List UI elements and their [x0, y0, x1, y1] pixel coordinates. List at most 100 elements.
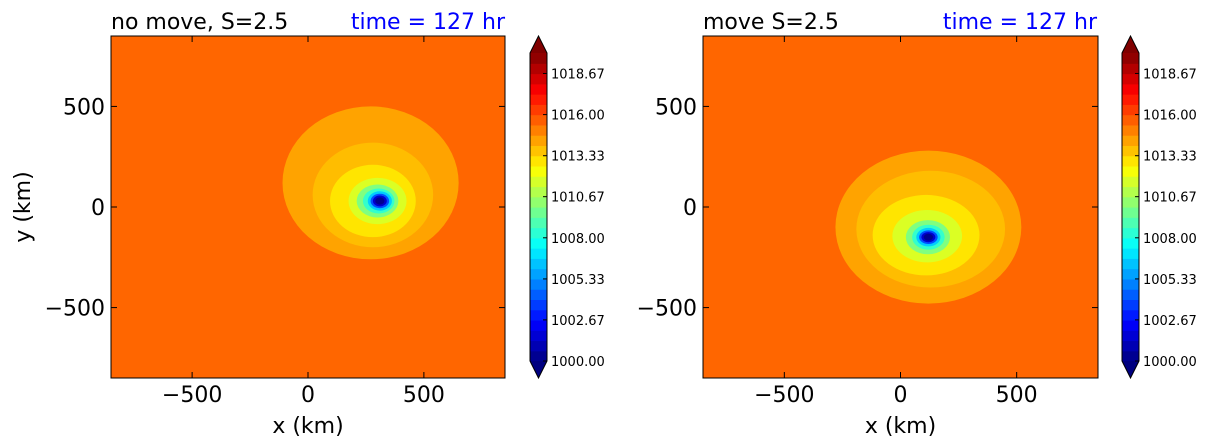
- colorbar-band: [1122, 217, 1139, 229]
- colorbar-tick-label: 1010.67: [551, 191, 605, 206]
- colorbar-band: [530, 299, 547, 311]
- pressure-field: [111, 36, 505, 378]
- colorbar-band: [530, 340, 547, 352]
- x-tick-label: −500: [754, 383, 814, 408]
- colorbar-tick-label: 1002.67: [1143, 314, 1197, 329]
- colorbar-tick-label: 1000.00: [1143, 355, 1197, 370]
- colorbar-band: [1122, 350, 1139, 362]
- colorbar: 1000.00 1002.67 1005.33 1008.00 1010.67 1013.…: [1121, 34, 1197, 380]
- colorbar-tick-label: 1008.00: [1143, 232, 1197, 247]
- colorbar-band: [530, 176, 547, 188]
- colorbar-band: [1122, 196, 1139, 208]
- colorbar-tick-label: 1016.00: [551, 109, 605, 124]
- colorbar-band: [1122, 289, 1139, 300]
- colorbar-band: [530, 53, 547, 64]
- colorbar-band: [1122, 124, 1139, 136]
- colorbar-tick-label: 1008.00: [551, 232, 605, 247]
- colorbar-band: [1122, 299, 1139, 311]
- colorbar-band: [530, 258, 547, 270]
- x-axis-label: x (km): [272, 414, 343, 439]
- colorbar-tick-label: 1016.00: [1143, 109, 1197, 124]
- colorbar-band: [530, 186, 547, 198]
- colorbar-band: [1122, 135, 1139, 146]
- colorbar-extend-min: [1122, 361, 1139, 378]
- right-panel: −500 0 500 −500 0 500 x (km) move S=2.5 time = 1…: [637, 10, 1197, 439]
- colorbar-band: [1122, 114, 1139, 126]
- y-tick-label: 500: [63, 95, 105, 120]
- y-tick-label: 500: [655, 95, 697, 120]
- colorbar-band: [530, 135, 547, 146]
- colorbar-band: [530, 350, 547, 362]
- colorbar-band: [1122, 319, 1139, 331]
- panel-title: no move, S=2.5: [111, 10, 288, 35]
- colorbar-band: [1122, 330, 1139, 342]
- colorbar-tick-label: 1000.00: [551, 355, 605, 370]
- colorbar-band: [1122, 309, 1139, 321]
- x-tick-label: 500: [403, 383, 445, 408]
- colorbar-band: [530, 73, 547, 85]
- colorbar-tick-label: 1018.67: [1143, 67, 1197, 82]
- colorbar-band: [530, 217, 547, 229]
- contour-level-9: [923, 233, 934, 241]
- colorbar-tick-label: 1013.33: [1143, 150, 1197, 165]
- time-label: time = 127 hr: [351, 10, 506, 35]
- colorbar-band: [530, 165, 547, 177]
- colorbar-band: [1122, 94, 1139, 105]
- colorbar-band: [1122, 63, 1139, 75]
- colorbar-tick-label: 1005.33: [1143, 273, 1197, 288]
- colorbar-band: [530, 237, 547, 249]
- colorbar-extend-max: [1122, 36, 1139, 53]
- colorbar-band: [1122, 176, 1139, 188]
- y-tick-label: 0: [91, 196, 105, 221]
- colorbar-band: [530, 83, 547, 95]
- colorbar-band: [530, 309, 547, 321]
- colorbar-tick-label: 1013.33: [551, 150, 605, 165]
- y-tick-label: −500: [637, 297, 697, 322]
- colorbar-band: [530, 207, 547, 218]
- colorbar-band: [1122, 278, 1139, 290]
- colorbar-tick-label: 1002.67: [551, 314, 605, 329]
- colorbar-band: [1122, 73, 1139, 85]
- x-axis-label: x (km): [865, 414, 936, 439]
- colorbar-band: [530, 278, 547, 290]
- panel-title: move S=2.5: [703, 10, 839, 35]
- colorbar-band: [530, 145, 547, 157]
- colorbar-band: [1122, 258, 1139, 270]
- time-label: time = 127 hr: [943, 10, 1098, 35]
- y-tick-label: −500: [45, 297, 105, 322]
- colorbar-tick-label: 1010.67: [1143, 191, 1197, 206]
- colorbar-extend-min: [530, 361, 547, 378]
- colorbar-band: [530, 196, 547, 208]
- colorbar-band: [530, 289, 547, 300]
- x-tick-label: 0: [301, 383, 315, 408]
- colorbar-band: [1122, 237, 1139, 249]
- colorbar-band: [530, 114, 547, 126]
- colorbar-band: [1122, 227, 1139, 239]
- colorbar-band: [1122, 145, 1139, 157]
- y-axis-label: y (km): [11, 171, 36, 242]
- colorbar-band: [530, 63, 547, 75]
- colorbar-band: [1122, 104, 1139, 116]
- colorbar-band: [1122, 53, 1139, 64]
- colorbar-band: [1122, 268, 1139, 280]
- x-tick-label: 500: [996, 383, 1038, 408]
- colorbar-band: [1122, 165, 1139, 177]
- colorbar-band: [530, 248, 547, 259]
- left-panel: −500 0 500 −500 0 500 x (km) y (km) no move, S=2…: [11, 10, 605, 439]
- pressure-field: [703, 36, 1098, 378]
- y-tick-label: 0: [683, 196, 697, 221]
- colorbar-extend-max: [530, 36, 547, 53]
- colorbar-band: [1122, 83, 1139, 95]
- colorbar-band: [1122, 186, 1139, 198]
- x-tick-label: 0: [894, 383, 908, 408]
- colorbar-tick-label: 1018.67: [551, 67, 605, 82]
- colorbar-band: [530, 155, 547, 167]
- colorbar-band: [530, 330, 547, 342]
- colorbar-band: [1122, 248, 1139, 259]
- x-tick-label: −500: [162, 383, 222, 408]
- colorbar: 1000.00 1002.67 1005.33 1008.00 1010.67 1013.…: [529, 34, 605, 380]
- colorbar-band: [530, 268, 547, 280]
- colorbar-band: [1122, 155, 1139, 167]
- colorbar-band: [1122, 207, 1139, 218]
